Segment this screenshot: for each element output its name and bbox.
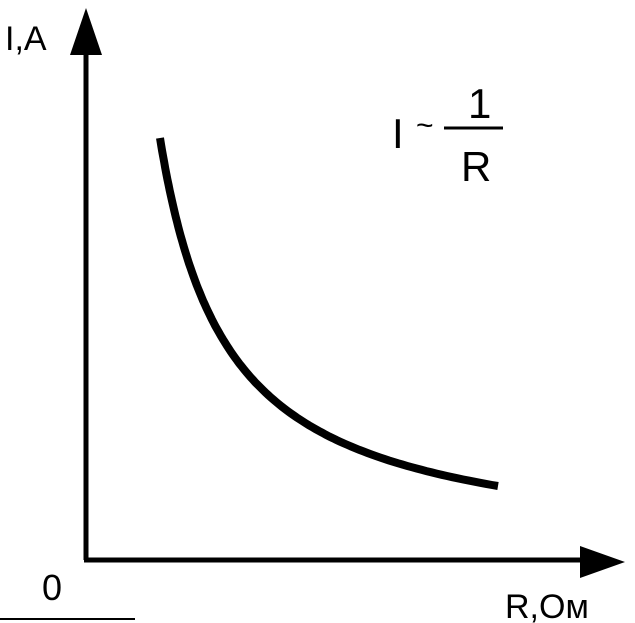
x-axis-arrow [580, 546, 625, 578]
formula-relation: ~ [416, 109, 434, 142]
bottom-rule [0, 618, 135, 620]
x-axis-label: R,Ом [505, 588, 589, 623]
formula: I ~ 1 R [392, 80, 503, 190]
formula-lhs: I [392, 110, 404, 157]
origin-label: 0 [42, 567, 62, 608]
y-axis-arrow [70, 8, 102, 55]
formula-numerator: 1 [468, 80, 491, 127]
formula-denominator: R [461, 143, 491, 190]
y-axis-label: I,A [5, 20, 47, 58]
inverse-curve [156, 137, 499, 490]
